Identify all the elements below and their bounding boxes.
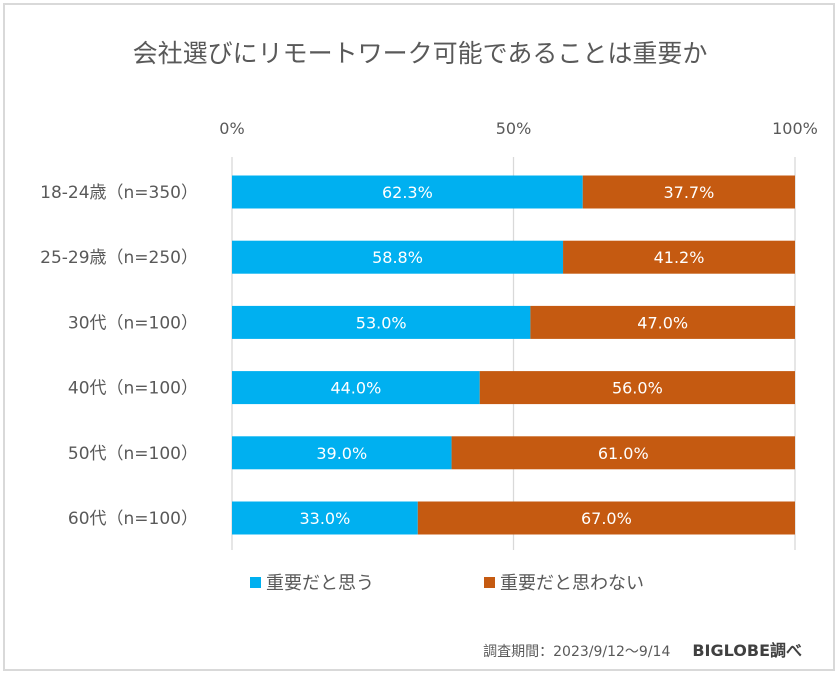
legend-label-important: 重要だと思う <box>266 573 374 594</box>
source-credit: BIGLOBE調べ <box>692 641 802 660</box>
bar-not-important <box>530 305 795 339</box>
bar-important <box>232 501 418 535</box>
legend-item-not-important: 重要だと思わない <box>484 569 644 595</box>
category-label: 40代（n=100） <box>68 379 198 399</box>
legend: 重要だと思う 重要だと思わない <box>0 569 840 599</box>
legend-swatch-important <box>250 576 261 588</box>
category-label: 30代（n=100） <box>68 313 198 333</box>
bar-not-important <box>582 175 795 209</box>
footer: 調査期間：2023/9/12～9/14 BIGLOBE調べ <box>483 637 802 661</box>
legend-label-not-important: 重要だと思わない <box>500 573 644 594</box>
legend-swatch-not-important <box>484 576 495 588</box>
data-label: 61.0% <box>598 444 649 463</box>
category-label: 25-29歳（n=250） <box>40 248 198 268</box>
category-label: 50代（n=100） <box>68 444 198 464</box>
data-label: 41.2% <box>654 248 705 267</box>
data-label: 37.7% <box>663 183 714 202</box>
data-label: 67.0% <box>581 509 632 528</box>
bar-not-important <box>417 501 795 535</box>
category-label: 60代（n=100） <box>68 509 198 529</box>
bar-not-important <box>563 240 795 274</box>
bar-important <box>232 371 480 405</box>
bar-important <box>232 436 452 470</box>
data-label: 56.0% <box>612 379 663 398</box>
data-label: 53.0% <box>356 313 407 332</box>
data-label: 62.3% <box>382 183 433 202</box>
legend-item-important: 重要だと思う <box>250 569 374 595</box>
category-label: 18-24歳（n=350） <box>40 183 198 203</box>
bar-important <box>232 240 564 274</box>
bar-important <box>232 305 531 339</box>
chart-title: 会社選びにリモートワーク可能であることは重要か <box>132 39 708 68</box>
data-label: 33.0% <box>299 509 350 528</box>
data-label: 47.0% <box>637 313 688 332</box>
x-tick-label: 0% <box>219 119 244 138</box>
data-label: 44.0% <box>330 379 381 398</box>
data-label: 58.8% <box>372 248 423 267</box>
bar-important <box>232 175 583 209</box>
x-tick-label: 50% <box>496 119 532 138</box>
data-label: 39.0% <box>316 444 367 463</box>
bar-not-important <box>479 371 795 405</box>
x-tick-label: 100% <box>772 119 818 138</box>
survey-period: 調査期間：2023/9/12～9/14 <box>483 644 671 660</box>
bar-not-important <box>451 436 795 470</box>
